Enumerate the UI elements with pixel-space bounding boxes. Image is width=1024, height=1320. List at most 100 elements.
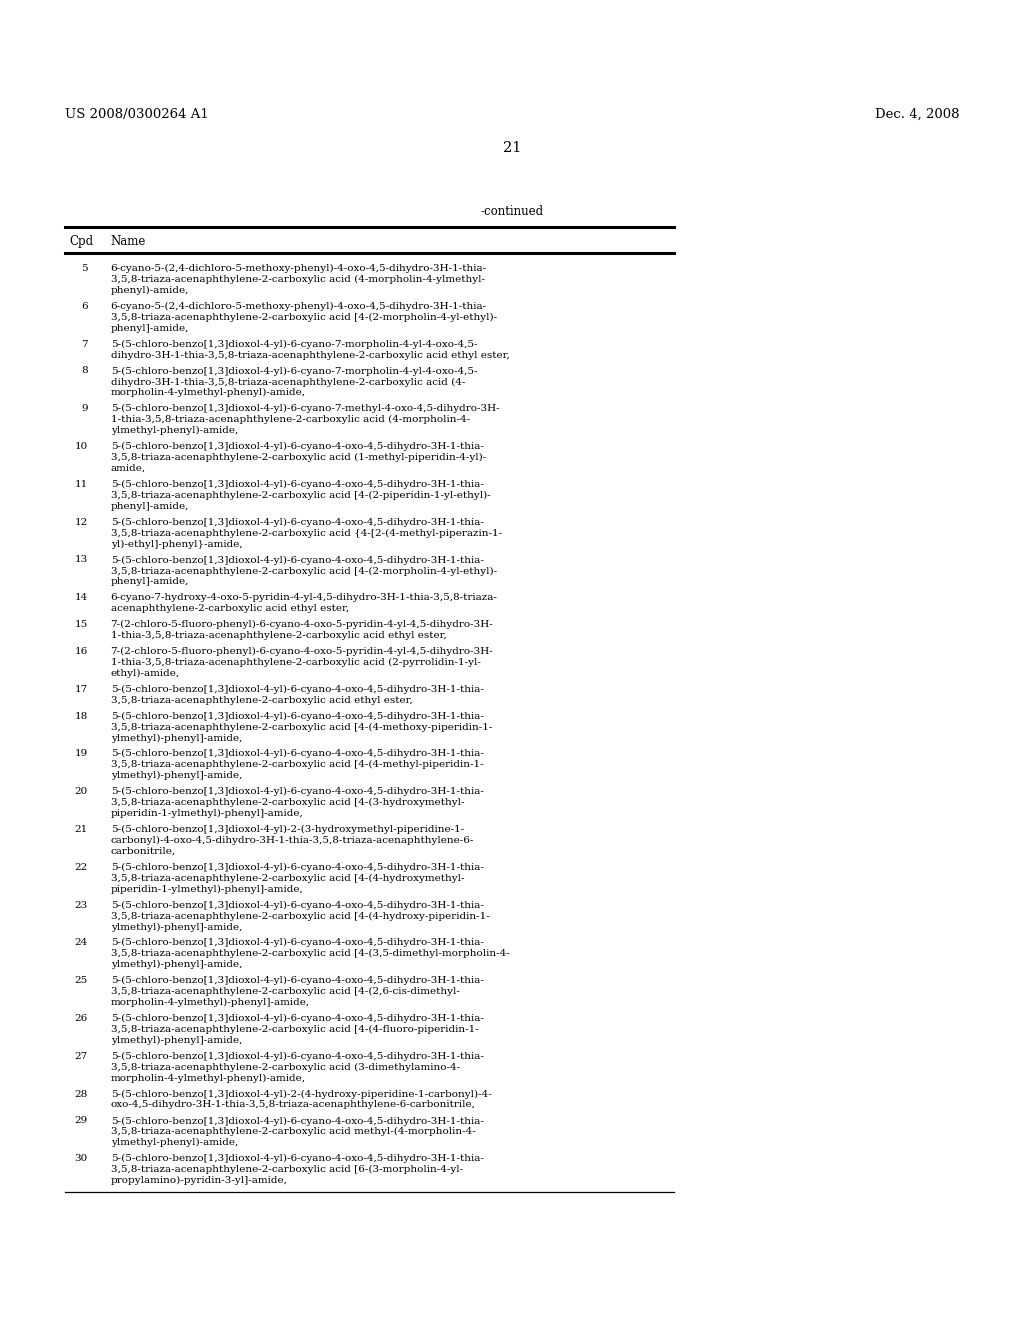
Text: 3,5,8-triaza-acenaphthylene-2-carboxylic acid [4-(2-morpholin-4-yl-ethyl)-: 3,5,8-triaza-acenaphthylene-2-carboxylic… [111,313,497,322]
Text: 5-(5-chloro-benzo[1,3]dioxol-4-yl)-2-(4-hydroxy-piperidine-1-carbonyl)-4-: 5-(5-chloro-benzo[1,3]dioxol-4-yl)-2-(4-… [111,1089,492,1098]
Text: 3,5,8-triaza-acenaphthylene-2-carboxylic acid methyl-(4-morpholin-4-: 3,5,8-triaza-acenaphthylene-2-carboxylic… [111,1127,475,1137]
Text: 5-(5-chloro-benzo[1,3]dioxol-4-yl)-6-cyano-4-oxo-4,5-dihydro-3H-1-thia-: 5-(5-chloro-benzo[1,3]dioxol-4-yl)-6-cya… [111,1154,483,1163]
Text: Name: Name [111,235,146,248]
Text: 5-(5-chloro-benzo[1,3]dioxol-4-yl)-6-cyano-4-oxo-4,5-dihydro-3H-1-thia-: 5-(5-chloro-benzo[1,3]dioxol-4-yl)-6-cya… [111,711,483,721]
Text: 21: 21 [503,141,521,156]
Text: oxo-4,5-dihydro-3H-1-thia-3,5,8-triaza-acenaphthylene-6-carbonitrile,: oxo-4,5-dihydro-3H-1-thia-3,5,8-triaza-a… [111,1101,475,1110]
Text: morpholin-4-ylmethyl-phenyl)-amide,: morpholin-4-ylmethyl-phenyl)-amide, [111,1073,305,1082]
Text: 5-(5-chloro-benzo[1,3]dioxol-4-yl)-2-(3-hydroxymethyl-piperidine-1-: 5-(5-chloro-benzo[1,3]dioxol-4-yl)-2-(3-… [111,825,464,834]
Text: 8: 8 [81,367,88,375]
Text: 22: 22 [75,863,88,871]
Text: 1-thia-3,5,8-triaza-acenaphthylene-2-carboxylic acid ethyl ester,: 1-thia-3,5,8-triaza-acenaphthylene-2-car… [111,631,446,640]
Text: 3,5,8-triaza-acenaphthylene-2-carboxylic acid ethyl ester,: 3,5,8-triaza-acenaphthylene-2-carboxylic… [111,696,413,705]
Text: 21: 21 [75,825,88,834]
Text: propylamino)-pyridin-3-yl]-amide,: propylamino)-pyridin-3-yl]-amide, [111,1176,288,1185]
Text: 29: 29 [75,1117,88,1126]
Text: dihydro-3H-1-thia-3,5,8-triaza-acenaphthylene-2-carboxylic acid ethyl ester,: dihydro-3H-1-thia-3,5,8-triaza-acenaphth… [111,351,509,359]
Text: 7-(2-chloro-5-fluoro-phenyl)-6-cyano-4-oxo-5-pyridin-4-yl-4,5-dihydro-3H-: 7-(2-chloro-5-fluoro-phenyl)-6-cyano-4-o… [111,647,494,656]
Text: piperidin-1-ylmethyl)-phenyl]-amide,: piperidin-1-ylmethyl)-phenyl]-amide, [111,884,303,894]
Text: 5-(5-chloro-benzo[1,3]dioxol-4-yl)-6-cyano-4-oxo-4,5-dihydro-3H-1-thia-: 5-(5-chloro-benzo[1,3]dioxol-4-yl)-6-cya… [111,442,483,451]
Text: carbonitrile,: carbonitrile, [111,847,176,855]
Text: 3,5,8-triaza-acenaphthylene-2-carboxylic acid (1-methyl-piperidin-4-yl)-: 3,5,8-triaza-acenaphthylene-2-carboxylic… [111,453,485,462]
Text: 5-(5-chloro-benzo[1,3]dioxol-4-yl)-6-cyano-4-oxo-4,5-dihydro-3H-1-thia-: 5-(5-chloro-benzo[1,3]dioxol-4-yl)-6-cya… [111,685,483,694]
Text: 24: 24 [75,939,88,948]
Text: ylmethyl)-phenyl]-amide,: ylmethyl)-phenyl]-amide, [111,1036,242,1045]
Text: 5-(5-chloro-benzo[1,3]dioxol-4-yl)-6-cyano-7-methyl-4-oxo-4,5-dihydro-3H-: 5-(5-chloro-benzo[1,3]dioxol-4-yl)-6-cya… [111,404,500,413]
Text: US 2008/0300264 A1: US 2008/0300264 A1 [65,108,208,121]
Text: dihydro-3H-1-thia-3,5,8-triaza-acenaphthylene-2-carboxylic acid (4-: dihydro-3H-1-thia-3,5,8-triaza-acenaphth… [111,378,465,387]
Text: 9: 9 [81,404,88,413]
Text: 17: 17 [75,685,88,694]
Text: 3,5,8-triaza-acenaphthylene-2-carboxylic acid [4-(4-hydroxymethyl-: 3,5,8-triaza-acenaphthylene-2-carboxylic… [111,874,464,883]
Text: 5-(5-chloro-benzo[1,3]dioxol-4-yl)-6-cyano-4-oxo-4,5-dihydro-3H-1-thia-: 5-(5-chloro-benzo[1,3]dioxol-4-yl)-6-cya… [111,975,483,985]
Text: morpholin-4-ylmethyl-phenyl)-amide,: morpholin-4-ylmethyl-phenyl)-amide, [111,388,305,397]
Text: 5-(5-chloro-benzo[1,3]dioxol-4-yl)-6-cyano-7-morpholin-4-yl-4-oxo-4,5-: 5-(5-chloro-benzo[1,3]dioxol-4-yl)-6-cya… [111,367,477,376]
Text: 23: 23 [75,900,88,909]
Text: 11: 11 [75,480,88,488]
Text: 28: 28 [75,1089,88,1098]
Text: piperidin-1-ylmethyl)-phenyl]-amide,: piperidin-1-ylmethyl)-phenyl]-amide, [111,809,303,818]
Text: 3,5,8-triaza-acenaphthylene-2-carboxylic acid [4-(2-piperidin-1-yl-ethyl)-: 3,5,8-triaza-acenaphthylene-2-carboxylic… [111,491,490,500]
Text: 19: 19 [75,750,88,759]
Text: phenyl]-amide,: phenyl]-amide, [111,577,189,586]
Text: 5-(5-chloro-benzo[1,3]dioxol-4-yl)-6-cyano-4-oxo-4,5-dihydro-3H-1-thia-: 5-(5-chloro-benzo[1,3]dioxol-4-yl)-6-cya… [111,517,483,527]
Text: 13: 13 [75,556,88,565]
Text: phenyl]-amide,: phenyl]-amide, [111,502,189,511]
Text: 5-(5-chloro-benzo[1,3]dioxol-4-yl)-6-cyano-4-oxo-4,5-dihydro-3H-1-thia-: 5-(5-chloro-benzo[1,3]dioxol-4-yl)-6-cya… [111,1117,483,1126]
Text: 5-(5-chloro-benzo[1,3]dioxol-4-yl)-6-cyano-4-oxo-4,5-dihydro-3H-1-thia-: 5-(5-chloro-benzo[1,3]dioxol-4-yl)-6-cya… [111,939,483,948]
Text: 5-(5-chloro-benzo[1,3]dioxol-4-yl)-6-cyano-7-morpholin-4-yl-4-oxo-4,5-: 5-(5-chloro-benzo[1,3]dioxol-4-yl)-6-cya… [111,339,477,348]
Text: acenaphthylene-2-carboxylic acid ethyl ester,: acenaphthylene-2-carboxylic acid ethyl e… [111,605,349,614]
Text: -continued: -continued [480,205,544,218]
Text: 5-(5-chloro-benzo[1,3]dioxol-4-yl)-6-cyano-4-oxo-4,5-dihydro-3H-1-thia-: 5-(5-chloro-benzo[1,3]dioxol-4-yl)-6-cya… [111,750,483,759]
Text: 3,5,8-triaza-acenaphthylene-2-carboxylic acid [6-(3-morpholin-4-yl-: 3,5,8-triaza-acenaphthylene-2-carboxylic… [111,1166,463,1175]
Text: Cpd: Cpd [70,235,94,248]
Text: 30: 30 [75,1154,88,1163]
Text: 6: 6 [81,302,88,310]
Text: phenyl]-amide,: phenyl]-amide, [111,323,189,333]
Text: phenyl)-amide,: phenyl)-amide, [111,286,189,296]
Text: 7: 7 [81,339,88,348]
Text: 12: 12 [75,517,88,527]
Text: 25: 25 [75,975,88,985]
Text: ylmethyl)-phenyl]-amide,: ylmethyl)-phenyl]-amide, [111,734,242,743]
Text: 7-(2-chloro-5-fluoro-phenyl)-6-cyano-4-oxo-5-pyridin-4-yl-4,5-dihydro-3H-: 7-(2-chloro-5-fluoro-phenyl)-6-cyano-4-o… [111,620,494,630]
Text: 3,5,8-triaza-acenaphthylene-2-carboxylic acid [4-(2-morpholin-4-yl-ethyl)-: 3,5,8-triaza-acenaphthylene-2-carboxylic… [111,566,497,576]
Text: 15: 15 [75,620,88,630]
Text: 3,5,8-triaza-acenaphthylene-2-carboxylic acid [4-(4-fluoro-piperidin-1-: 3,5,8-triaza-acenaphthylene-2-carboxylic… [111,1024,478,1034]
Text: ylmethyl)-phenyl]-amide,: ylmethyl)-phenyl]-amide, [111,960,242,969]
Text: 3,5,8-triaza-acenaphthylene-2-carboxylic acid [4-(3,5-dimethyl-morpholin-4-: 3,5,8-triaza-acenaphthylene-2-carboxylic… [111,949,509,958]
Text: 26: 26 [75,1014,88,1023]
Text: 6-cyano-5-(2,4-dichloro-5-methoxy-phenyl)-4-oxo-4,5-dihydro-3H-1-thia-: 6-cyano-5-(2,4-dichloro-5-methoxy-phenyl… [111,302,486,312]
Text: 3,5,8-triaza-acenaphthylene-2-carboxylic acid [4-(4-methoxy-piperidin-1-: 3,5,8-triaza-acenaphthylene-2-carboxylic… [111,722,492,731]
Text: yl)-ethyl]-phenyl}-amide,: yl)-ethyl]-phenyl}-amide, [111,540,243,549]
Text: 10: 10 [75,442,88,451]
Text: amide,: amide, [111,463,145,473]
Text: 5-(5-chloro-benzo[1,3]dioxol-4-yl)-6-cyano-4-oxo-4,5-dihydro-3H-1-thia-: 5-(5-chloro-benzo[1,3]dioxol-4-yl)-6-cya… [111,480,483,488]
Text: 3,5,8-triaza-acenaphthylene-2-carboxylic acid [4-(3-hydroxymethyl-: 3,5,8-triaza-acenaphthylene-2-carboxylic… [111,799,464,808]
Text: ethyl)-amide,: ethyl)-amide, [111,669,180,678]
Text: 3,5,8-triaza-acenaphthylene-2-carboxylic acid [4-(4-hydroxy-piperidin-1-: 3,5,8-triaza-acenaphthylene-2-carboxylic… [111,912,489,920]
Text: ylmethyl)-phenyl]-amide,: ylmethyl)-phenyl]-amide, [111,923,242,932]
Text: 1-thia-3,5,8-triaza-acenaphthylene-2-carboxylic acid (4-morpholin-4-: 1-thia-3,5,8-triaza-acenaphthylene-2-car… [111,416,470,424]
Text: ylmethyl-phenyl)-amide,: ylmethyl-phenyl)-amide, [111,1138,238,1147]
Text: 5-(5-chloro-benzo[1,3]dioxol-4-yl)-6-cyano-4-oxo-4,5-dihydro-3H-1-thia-: 5-(5-chloro-benzo[1,3]dioxol-4-yl)-6-cya… [111,1014,483,1023]
Text: 6-cyano-7-hydroxy-4-oxo-5-pyridin-4-yl-4,5-dihydro-3H-1-thia-3,5,8-triaza-: 6-cyano-7-hydroxy-4-oxo-5-pyridin-4-yl-4… [111,593,498,602]
Text: 27: 27 [75,1052,88,1061]
Text: 3,5,8-triaza-acenaphthylene-2-carboxylic acid (3-dimethylamino-4-: 3,5,8-triaza-acenaphthylene-2-carboxylic… [111,1063,460,1072]
Text: 5: 5 [81,264,88,273]
Text: ylmethyl-phenyl)-amide,: ylmethyl-phenyl)-amide, [111,426,238,436]
Text: ylmethyl)-phenyl]-amide,: ylmethyl)-phenyl]-amide, [111,771,242,780]
Text: 3,5,8-triaza-acenaphthylene-2-carboxylic acid [4-(2,6-cis-dimethyl-: 3,5,8-triaza-acenaphthylene-2-carboxylic… [111,987,460,997]
Text: 5-(5-chloro-benzo[1,3]dioxol-4-yl)-6-cyano-4-oxo-4,5-dihydro-3H-1-thia-: 5-(5-chloro-benzo[1,3]dioxol-4-yl)-6-cya… [111,787,483,796]
Text: 6-cyano-5-(2,4-dichloro-5-methoxy-phenyl)-4-oxo-4,5-dihydro-3H-1-thia-: 6-cyano-5-(2,4-dichloro-5-methoxy-phenyl… [111,264,486,273]
Text: 14: 14 [75,593,88,602]
Text: 5-(5-chloro-benzo[1,3]dioxol-4-yl)-6-cyano-4-oxo-4,5-dihydro-3H-1-thia-: 5-(5-chloro-benzo[1,3]dioxol-4-yl)-6-cya… [111,863,483,873]
Text: 3,5,8-triaza-acenaphthylene-2-carboxylic acid (4-morpholin-4-ylmethyl-: 3,5,8-triaza-acenaphthylene-2-carboxylic… [111,275,484,284]
Text: 3,5,8-triaza-acenaphthylene-2-carboxylic acid {4-[2-(4-methyl-piperazin-1-: 3,5,8-triaza-acenaphthylene-2-carboxylic… [111,528,502,537]
Text: 5-(5-chloro-benzo[1,3]dioxol-4-yl)-6-cyano-4-oxo-4,5-dihydro-3H-1-thia-: 5-(5-chloro-benzo[1,3]dioxol-4-yl)-6-cya… [111,556,483,565]
Text: 18: 18 [75,711,88,721]
Text: 5-(5-chloro-benzo[1,3]dioxol-4-yl)-6-cyano-4-oxo-4,5-dihydro-3H-1-thia-: 5-(5-chloro-benzo[1,3]dioxol-4-yl)-6-cya… [111,900,483,909]
Text: 16: 16 [75,647,88,656]
Text: Dec. 4, 2008: Dec. 4, 2008 [874,108,959,121]
Text: 1-thia-3,5,8-triaza-acenaphthylene-2-carboxylic acid (2-pyrrolidin-1-yl-: 1-thia-3,5,8-triaza-acenaphthylene-2-car… [111,657,480,667]
